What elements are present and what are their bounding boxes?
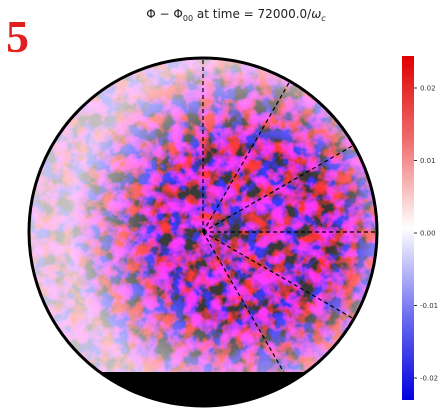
colorbar-tick-label: 0.02 [420, 85, 436, 93]
colorbar-tick-label: -0.01 [420, 302, 438, 310]
field-map [29, 58, 377, 406]
title: Φ − Φ00 at time = 72000.0/ωc [146, 7, 326, 23]
colorbar-tick-label: 0.01 [420, 157, 436, 165]
colorbar-tick-label: -0.02 [420, 375, 438, 383]
title-subscript: 00 [183, 14, 193, 23]
colorbar [402, 56, 414, 400]
title-part: Φ − Φ [146, 7, 183, 21]
title-subscript: c [321, 14, 326, 23]
panel-label: 5 [6, 11, 29, 62]
title-part: at time = 72000.0/ [193, 7, 312, 21]
domain-boundary [27, 56, 379, 408]
colorbar-ticks: 0.02 0.01 0.00 -0.01 -0.02 [414, 85, 438, 383]
sector-lines [202, 58, 377, 384]
colorbar-tick-label: 0.00 [420, 230, 436, 238]
title-part: ω [311, 7, 321, 21]
